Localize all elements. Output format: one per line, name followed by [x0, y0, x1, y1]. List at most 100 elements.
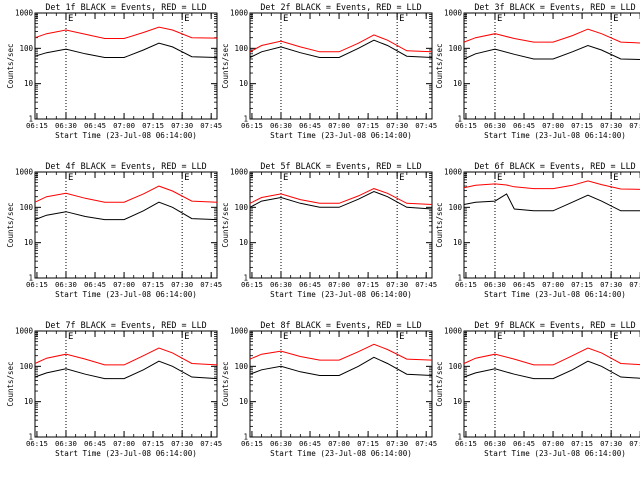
plot-frame [34, 171, 218, 279]
x-tick-label: 07:30 [386, 280, 408, 289]
x-tick-label: 07:00 [113, 439, 135, 448]
x-tick-label: 06:45 [84, 280, 106, 289]
event-marker-label: E [184, 14, 189, 24]
y-axis-label: Counts/sec [435, 202, 444, 247]
series-line-red [34, 347, 218, 366]
event-marker-label: E [283, 173, 288, 183]
x-tick-label: 06:15 [26, 121, 48, 130]
x-tick-label: 07:15 [357, 121, 379, 130]
plot-frame [249, 171, 433, 279]
event-marker-label: E [399, 173, 404, 183]
series-line-red [463, 180, 640, 190]
x-tick-label: 06:15 [455, 121, 477, 130]
chart-title: Det 1f BLACK = Events, RED = LLD [45, 2, 206, 12]
x-tick-label: 06:30 [484, 280, 506, 289]
x-tick-label: 07:30 [600, 280, 622, 289]
y-tick-label: 10 [239, 79, 249, 88]
chart-panel-7: Det 7f BLACK = Events, RED = LLD Counts/s… [6, 320, 222, 458]
plot-frame [34, 12, 218, 120]
event-marker-label: E [497, 332, 502, 342]
y-tick-label: 1000 [444, 327, 463, 336]
y-axis-label: Counts/sec [6, 202, 15, 247]
chart-panel-4: Det 4f BLACK = Events, RED = LLD Counts/s… [6, 161, 222, 299]
y-axis-label: Counts/sec [221, 361, 230, 406]
y-tick-label: 100 [234, 362, 248, 371]
x-tick-label: 06:45 [299, 280, 321, 289]
series-line-red [463, 347, 640, 366]
chart-panel-3: Det 3f BLACK = Events, RED = LLD Counts/s… [435, 2, 640, 140]
chart-title: Det 6f BLACK = Events, RED = LLD [474, 161, 635, 171]
series-line-black [34, 360, 218, 380]
x-tick-label: 07:15 [142, 280, 164, 289]
x-tick-label: 07:45 [415, 439, 437, 448]
series-line-red [34, 26, 218, 39]
event-marker-label: E [613, 173, 618, 183]
series-line-black [34, 201, 218, 221]
y-tick-label: 10 [239, 397, 249, 406]
chart-title: Det 8f BLACK = Events, RED = LLD [260, 320, 421, 330]
y-tick-label: 10 [24, 397, 34, 406]
y-tick-label: 1 [457, 433, 462, 442]
x-tick-label: 06:45 [513, 121, 535, 130]
x-tick-label: 06:30 [484, 439, 506, 448]
y-tick-label: 100 [448, 362, 462, 371]
y-tick-label: 1000 [15, 9, 34, 18]
plot-frame [463, 171, 640, 279]
event-marker-label: E [399, 332, 404, 342]
event-marker-label: E [283, 14, 288, 24]
y-tick-label: 1 [28, 433, 33, 442]
x-tick-label: 06:15 [26, 439, 48, 448]
x-tick-label: 06:30 [55, 280, 77, 289]
y-tick-label: 10 [24, 238, 34, 247]
chart-panel-5: Det 5f BLACK = Events, RED = LLD Counts/s… [221, 161, 437, 299]
x-axis-label: Start Time (23-Jul-08 06:14:00) [484, 290, 626, 299]
x-tick-label: 07:00 [542, 280, 564, 289]
x-axis-label: Start Time (23-Jul-08 06:14:00) [55, 131, 197, 140]
y-tick-label: 100 [19, 44, 33, 53]
event-marker-label: E [497, 173, 502, 183]
x-tick-label: 07:30 [386, 121, 408, 130]
x-tick-label: 07:45 [200, 280, 222, 289]
x-tick-label: 06:30 [484, 121, 506, 130]
series-line-black [463, 360, 640, 380]
chart-panel-8: Det 8f BLACK = Events, RED = LLD Counts/s… [221, 320, 437, 458]
y-tick-label: 10 [453, 238, 463, 247]
series-line-black [463, 44, 640, 60]
y-tick-label: 10 [453, 79, 463, 88]
x-tick-label: 07:15 [571, 121, 593, 130]
x-tick-label: 07:15 [142, 439, 164, 448]
series-line-red [249, 188, 433, 205]
x-tick-label: 07:30 [386, 439, 408, 448]
chart-panel-1: Det 1f BLACK = Events, RED = LLD Counts/s… [6, 2, 222, 140]
y-tick-label: 1 [243, 274, 248, 283]
plot-frame [249, 12, 433, 120]
series-line-black [34, 42, 218, 58]
x-axis-label: Start Time (23-Jul-08 06:14:00) [270, 449, 412, 458]
x-axis-label: Start Time (23-Jul-08 06:14:00) [484, 131, 626, 140]
x-tick-label: 07:45 [415, 280, 437, 289]
event-marker-label: E [399, 14, 404, 24]
x-tick-label: 06:15 [455, 439, 477, 448]
y-tick-label: 1000 [230, 168, 249, 177]
x-tick-label: 07:15 [142, 121, 164, 130]
y-axis-label: Counts/sec [6, 43, 15, 88]
y-tick-label: 100 [448, 44, 462, 53]
series-line-black [249, 356, 433, 376]
y-axis-label: Counts/sec [435, 43, 444, 88]
x-tick-label: 07:45 [629, 439, 640, 448]
x-tick-label: 06:15 [241, 280, 263, 289]
x-tick-label: 06:30 [55, 439, 77, 448]
x-tick-label: 07:15 [571, 439, 593, 448]
x-tick-label: 06:30 [270, 439, 292, 448]
plot-frame [463, 330, 640, 438]
x-tick-label: 06:15 [241, 121, 263, 130]
event-marker-label: E [68, 173, 73, 183]
series-line-red [249, 343, 433, 361]
x-tick-label: 07:45 [200, 439, 222, 448]
x-tick-label: 07:00 [113, 280, 135, 289]
x-axis-label: Start Time (23-Jul-08 06:14:00) [55, 290, 197, 299]
event-marker-label: E [68, 14, 73, 24]
y-tick-label: 1000 [230, 327, 249, 336]
event-marker-label: E [283, 332, 288, 342]
